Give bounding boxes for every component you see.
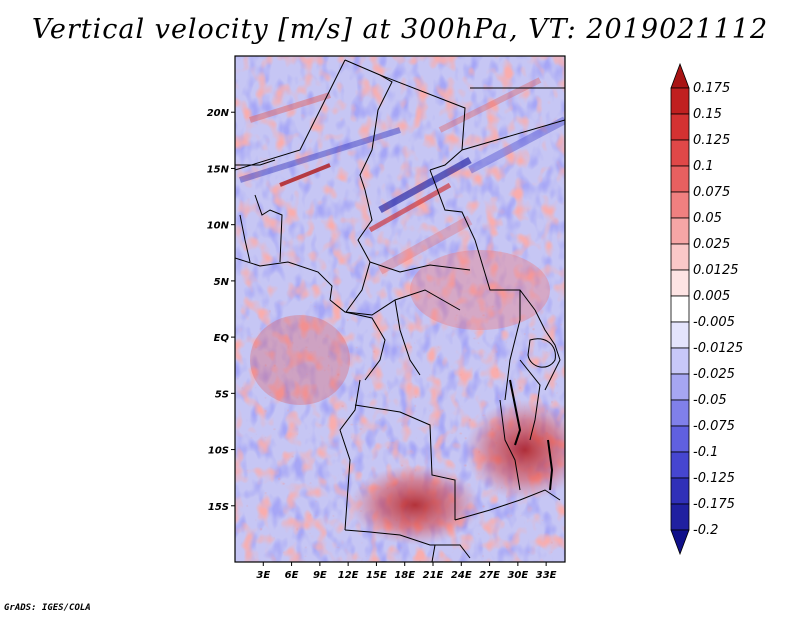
lat-tick-label: 20N [207, 108, 230, 119]
updraft-region-southeast [465, 400, 565, 500]
lon-tick-label: 27E [479, 570, 500, 581]
lon-tick-label: 3E [256, 570, 270, 581]
colorbar-label: 0.1 [693, 159, 714, 174]
updraft-region-south [350, 465, 480, 545]
lake-victoria [527, 338, 556, 368]
lat-tick-label: 10N [207, 221, 230, 232]
map-frame [234, 55, 566, 563]
colorbar-swatch [670, 477, 690, 505]
lake-tanganyika [509, 379, 522, 446]
chart-title: Vertical velocity [m/s] at 300hPa, VT: 2… [31, 14, 769, 45]
colorbar-swatch [670, 191, 690, 219]
lon-tick-label: 6E [285, 570, 299, 581]
colorbar-label: 0.175 [693, 81, 730, 96]
colorbar-label: -0.05 [693, 393, 727, 408]
lat-tick-label: 5S [215, 389, 229, 400]
lat-tick-label: 5N [214, 277, 230, 288]
longitude-axis: 3E 6E 9E 12E 15E 18E 21E 24E 27E 30E 33E [256, 562, 557, 581]
colorbar-swatch [670, 373, 690, 401]
country-borders [235, 59, 565, 562]
colorbar-swatch [670, 295, 690, 323]
colorbar-label: -0.005 [693, 315, 735, 330]
lon-tick-label: 9E [313, 570, 327, 581]
colorbar-swatch [670, 113, 690, 141]
colorbar-swatch [670, 321, 690, 349]
lon-tick-label: 24E [451, 570, 472, 581]
colorbar-label: 0.05 [693, 211, 722, 226]
lon-tick-label: 33E [536, 570, 557, 581]
colorbar: 0.175 0.15 0.125 0.1 0.075 0.05 0.025 0.0125 0.0… [670, 62, 743, 556]
colorbar-label: -0.2 [693, 523, 718, 538]
colorbar-label: 0.025 [693, 237, 730, 252]
colorbar-label: 0.005 [693, 289, 730, 304]
colorbar-label: 0.075 [693, 185, 730, 200]
colorbar-label: -0.0125 [693, 341, 743, 356]
lat-tick-label: 15S [208, 502, 229, 513]
colorbar-label: -0.025 [693, 367, 735, 382]
colorbar-label: 0.0125 [693, 263, 739, 278]
colorbar-swatch [670, 217, 690, 245]
colorbar-label: -0.125 [693, 471, 735, 486]
colorbar-swatch [670, 347, 690, 375]
lat-tick-label: 10S [208, 446, 229, 457]
colorbar-swatch [670, 269, 690, 297]
colorbar-cap-bottom [670, 529, 690, 556]
colorbar-cap-top [670, 62, 690, 89]
colorbar-label: -0.175 [693, 497, 735, 512]
colorbar-label: -0.1 [693, 445, 718, 460]
colorbar-swatch [670, 165, 690, 193]
grads-credit: GrADS: IGES/COLA [4, 603, 91, 613]
lon-tick-label: 18E [394, 570, 415, 581]
lon-tick-label: 30E [507, 570, 528, 581]
updraft-region-congo [410, 250, 550, 330]
latitude-axis: 20N 15N 10N 5N EQ 5S 10S 15S [207, 108, 235, 513]
lat-tick-label: 15N [207, 164, 230, 175]
colorbar-label: 0.15 [693, 107, 722, 122]
colorbar-swatch [670, 425, 690, 453]
colorbar-label: -0.075 [693, 419, 735, 434]
lon-tick-label: 15E [366, 570, 387, 581]
colorbar-swatch [670, 87, 690, 115]
lon-tick-label: 21E [423, 570, 444, 581]
colorbar-swatch [670, 139, 690, 167]
colorbar-swatch [670, 399, 690, 427]
lon-tick-label: 12E [338, 570, 359, 581]
colorbar-label: 0.125 [693, 133, 730, 148]
updraft-region-west [250, 315, 350, 405]
colorbar-swatch [670, 451, 690, 479]
map-panel: 20N 15N 10N 5N EQ 5S 10S 15S 3E 6E 9E 12E 15E 18E 21E… [207, 55, 566, 581]
colorbar-swatch [670, 243, 690, 271]
colorbar-swatch [670, 503, 690, 531]
lat-tick-label: EQ [214, 333, 230, 344]
lake-malawi [547, 439, 554, 491]
